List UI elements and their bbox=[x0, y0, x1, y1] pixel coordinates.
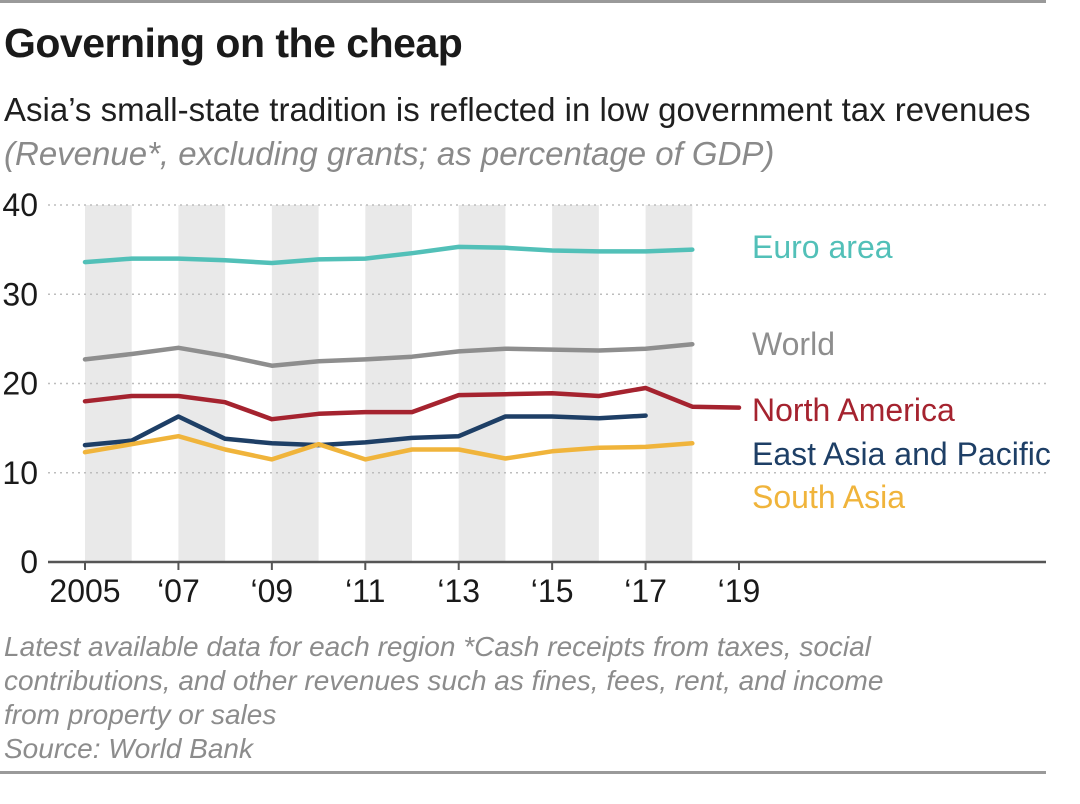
top-rule bbox=[0, 0, 1046, 3]
x-tick-label: ‘11 bbox=[345, 573, 385, 609]
x-tick-label: 2005 bbox=[49, 573, 120, 609]
series-labels: Euro area World North America East Asia … bbox=[752, 229, 1051, 515]
x-tick-label: ‘13 bbox=[437, 573, 480, 609]
x-tick-label: ‘07 bbox=[157, 573, 200, 609]
y-axis: 0 10 20 30 40 bbox=[2, 187, 38, 580]
footer-line-3: from property or sales bbox=[4, 699, 277, 730]
y-tick-label: 0 bbox=[20, 544, 38, 580]
line-chart: 0 10 20 30 40 2005 ‘07 ‘09 ‘11 ‘13 ‘15 ‘17 ‘19 Euro… bbox=[2, 187, 1051, 609]
label-east-asia-pacific: East Asia and Pacific bbox=[752, 436, 1051, 472]
chart-title: Governing on the cheap bbox=[4, 20, 463, 66]
gridlines bbox=[48, 204, 1046, 564]
footer-source: Source: World Bank bbox=[4, 733, 253, 764]
bottom-rule bbox=[0, 771, 1046, 774]
x-tick-label: ‘17 bbox=[624, 573, 667, 609]
x-tick-label: ‘15 bbox=[531, 573, 574, 609]
year-band-2013 bbox=[458, 205, 506, 562]
series-lines bbox=[82, 244, 742, 462]
x-tick-label: ‘19 bbox=[718, 573, 761, 609]
series-line-world bbox=[82, 341, 695, 368]
series-line-south-asia bbox=[82, 433, 695, 462]
label-euro-area: Euro area bbox=[752, 229, 893, 265]
series-line-north-america bbox=[82, 385, 742, 422]
label-south-asia: South Asia bbox=[752, 479, 905, 515]
x-tick-label: ‘09 bbox=[251, 573, 294, 609]
series-line-east-asia-and-pacific bbox=[82, 413, 648, 448]
label-north-america: North America bbox=[752, 392, 955, 428]
y-tick-label: 20 bbox=[2, 366, 38, 402]
footer-line-2: contributions, and other revenues such a… bbox=[4, 665, 884, 696]
y-tick-label: 10 bbox=[2, 455, 38, 491]
y-tick-label: 40 bbox=[2, 187, 38, 223]
chart-subtitle: Asia’s small-state tradition is reflecte… bbox=[4, 88, 1044, 176]
footer-line-1: Latest available data for each region *C… bbox=[4, 631, 871, 662]
subtitle-note: (Revenue*, excluding grants; as percenta… bbox=[4, 135, 775, 172]
subtitle-text: Asia’s small-state tradition is reflecte… bbox=[4, 91, 1031, 128]
footer-notes: Latest available data for each region *C… bbox=[4, 630, 1044, 766]
y-tick-label: 30 bbox=[2, 276, 38, 312]
label-world: World bbox=[752, 326, 835, 362]
x-axis: 2005 ‘07 ‘09 ‘11 ‘13 ‘15 ‘17 ‘19 bbox=[49, 562, 760, 609]
year-bands bbox=[85, 205, 693, 562]
series-line-euro-area bbox=[82, 244, 695, 266]
